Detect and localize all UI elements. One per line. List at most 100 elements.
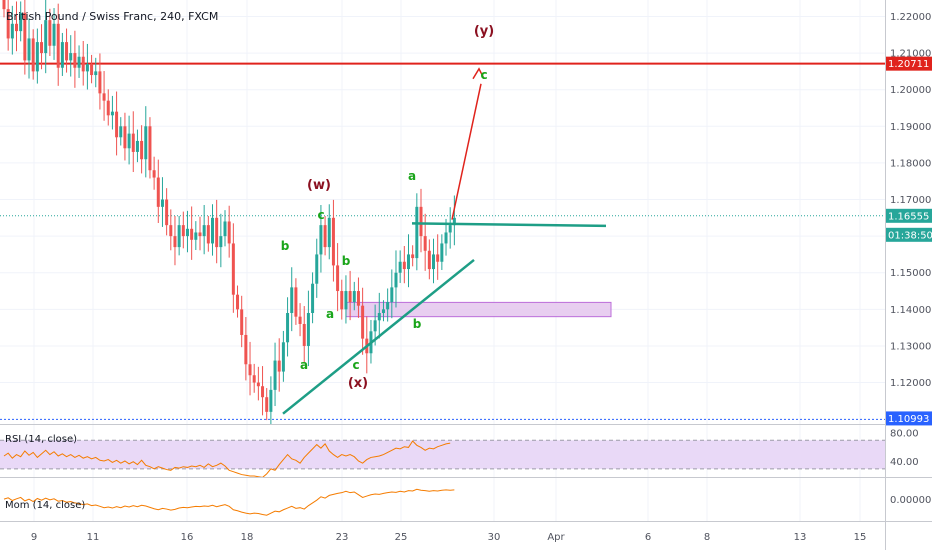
candle-body	[81, 56, 85, 72]
candle-body	[402, 261, 406, 270]
price-tick-label: 1.20000	[890, 85, 931, 96]
wave-label: c	[317, 208, 324, 222]
candle-body	[148, 126, 152, 171]
time-tick-label: 30	[488, 532, 501, 543]
candle-body	[452, 217, 456, 226]
candle-body	[177, 225, 181, 248]
time-tick-label: 15	[854, 532, 867, 543]
time-tick-label: 8	[704, 532, 710, 543]
candle-body	[215, 217, 219, 248]
rsi-pane: 80.00 40.00	[0, 429, 919, 478]
time-tick-label: 9	[31, 532, 37, 543]
countdown-badge-bg	[886, 227, 932, 242]
candle-body	[248, 364, 252, 376]
time-axis[interactable]: 9 11 16 18 23 25 30 Apr 6 8 13 15	[31, 532, 867, 543]
candle-body	[19, 12, 23, 32]
candle-body	[273, 360, 277, 390]
support-zone	[345, 301, 612, 318]
candle-body	[386, 302, 390, 310]
candle-body	[261, 386, 265, 398]
candle-body	[336, 265, 340, 292]
candle-body	[110, 111, 114, 116]
candle-body	[169, 225, 173, 237]
candle-body	[302, 323, 306, 346]
wave-label: (y)	[474, 24, 494, 39]
price-tick-label: 1.13000	[890, 341, 931, 352]
candle-body	[361, 305, 365, 339]
candle-body	[252, 375, 256, 383]
candle-body	[198, 232, 202, 237]
price-badges: 1.20711 1.16555 01:38:50 1.10993	[886, 56, 932, 426]
candle-body	[256, 382, 260, 387]
candle-body	[432, 254, 436, 270]
candle-body	[144, 126, 148, 160]
momentum-line	[3, 488, 455, 516]
candle-body	[173, 236, 177, 248]
candle-body	[31, 38, 35, 72]
countdown-badge: 01:38:50	[888, 230, 932, 241]
candle-body	[344, 291, 348, 310]
candle-body	[60, 42, 64, 68]
candle-body	[190, 228, 194, 240]
price-tick-label: 1.15000	[890, 268, 931, 279]
candle-body	[27, 38, 31, 61]
wave-label: (x)	[348, 376, 368, 391]
candle-body	[94, 71, 98, 76]
chart-title: British Pound / Swiss Franc, 240, FXCM	[6, 10, 218, 23]
candle-body	[231, 243, 235, 295]
candle-body	[202, 225, 206, 237]
candle-body	[140, 140, 144, 160]
candle-body	[390, 287, 394, 303]
candle-body	[152, 170, 156, 178]
trendline	[282, 258, 475, 415]
price-tick-label: 1.22000	[890, 12, 931, 23]
candle-body	[411, 254, 415, 259]
candle-body	[327, 217, 331, 248]
wave-labels: (y) c (w) a c b b a a c (x) b	[281, 24, 494, 391]
wave-label: c	[480, 68, 487, 82]
time-tick-label: Apr	[547, 532, 565, 543]
candle-body	[427, 250, 431, 270]
current-price-badge: 1.16555	[888, 211, 929, 222]
time-tick-label: 6	[645, 532, 651, 543]
time-tick-label: 18	[241, 532, 254, 543]
low-price-badge-bg	[886, 411, 932, 426]
candle-body	[85, 64, 89, 72]
candle-body	[48, 20, 52, 46]
wave-label: b	[413, 317, 422, 331]
wave-label: a	[326, 307, 334, 321]
wave-label: (w)	[307, 178, 331, 193]
candle-body	[436, 254, 440, 262]
candle-body	[160, 199, 164, 207]
price-tick-label: 1.12000	[890, 378, 931, 389]
low-price-badge: 1.10993	[888, 414, 929, 425]
candle-body	[356, 291, 360, 306]
candle-body	[56, 23, 60, 68]
candle-body	[106, 100, 110, 116]
candle-body	[156, 177, 160, 207]
candle-body	[15, 23, 19, 32]
wave-label: b	[281, 239, 290, 253]
candle-body	[211, 217, 214, 244]
candle-body	[440, 243, 444, 262]
candle-body	[2, 0, 6, 10]
wave-label: a	[300, 358, 308, 372]
candle-body	[306, 313, 310, 346]
price-lines	[0, 62, 885, 420]
candle-body	[448, 225, 452, 233]
candle-body	[219, 236, 223, 248]
candle-body	[315, 254, 319, 284]
support-zone-rect	[345, 301, 612, 318]
rsi-label: RSI (14, close)	[5, 434, 77, 445]
candle-body	[298, 316, 302, 324]
candle-body	[119, 126, 123, 138]
candle-body	[44, 20, 48, 54]
candle-body	[269, 389, 273, 412]
candle-body	[131, 133, 135, 152]
candle-body	[444, 232, 448, 244]
rsi-line	[3, 440, 451, 478]
wave-label: b	[342, 254, 351, 268]
candle-body	[10, 23, 14, 39]
candle-body	[286, 313, 290, 343]
